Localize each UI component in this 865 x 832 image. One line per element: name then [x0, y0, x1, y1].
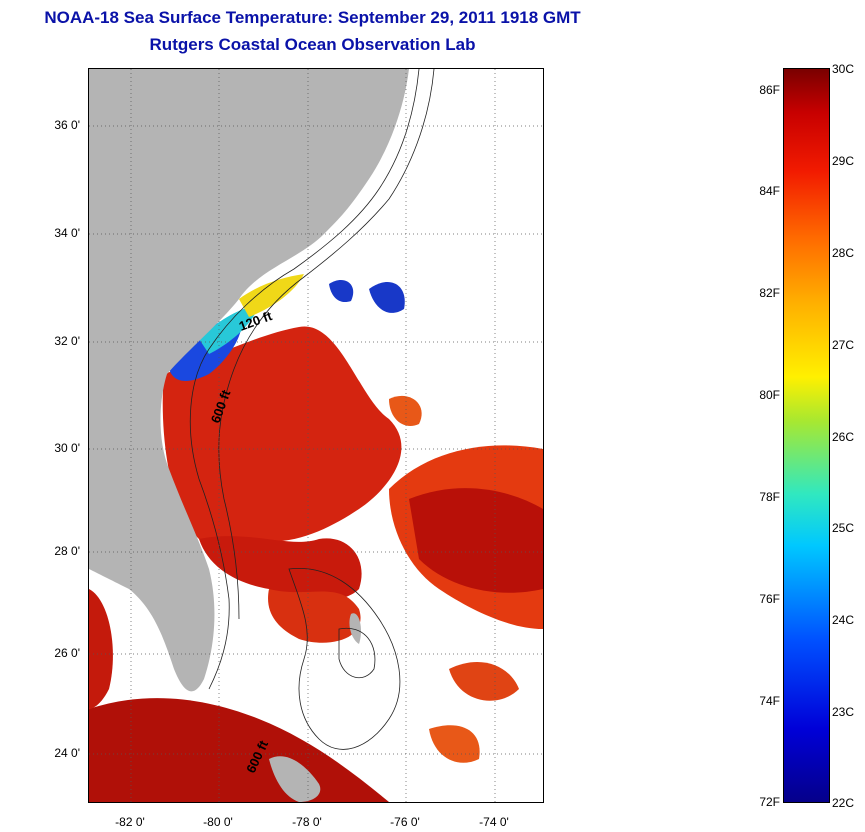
colorbar-f-label: 78F [759, 490, 780, 504]
lat-tick-label: 24 0' [54, 746, 80, 760]
colorbar-f-label: 82F [759, 286, 780, 300]
depth-contours [189, 69, 435, 750]
southern-warm-water [89, 589, 113, 709]
gulf-stream-water [199, 536, 362, 601]
gulf-stream-water [162, 326, 402, 550]
land-layer [89, 69, 409, 802]
colorbar-f-label: 72F [759, 795, 780, 809]
colorbar-f-label: 76F [759, 592, 780, 606]
colorbar-c-label: 24C [832, 613, 855, 627]
lon-tick-label: -76 0' [390, 815, 420, 829]
cuba-land [269, 756, 321, 802]
offshore-cool-patch [329, 280, 354, 303]
colorbar-c-label: 26C [832, 430, 855, 444]
coastal-yellow-water [239, 274, 304, 317]
cuba-shelf-water [268, 589, 361, 643]
colorbar-c-label: 25C [832, 521, 855, 535]
offshore-mixed-patch [389, 395, 422, 427]
colorbar-c-label: 22C [832, 796, 855, 810]
bahamas-contour [288, 567, 401, 750]
lat-tick-label: 30 0' [54, 441, 80, 455]
offshore-cool-patch [369, 281, 405, 313]
map-canvas: 120 ft 600 ft 600 ft [89, 69, 543, 802]
colorbar-c-label: 29C [832, 154, 855, 168]
lat-tick-label: 36 0' [54, 118, 80, 132]
offshore-mixed-patch [429, 725, 480, 763]
lon-tick-label: -78 0' [292, 815, 322, 829]
bahamas-contour [338, 627, 376, 679]
southern-warm-water [89, 698, 389, 802]
lon-tick-label: -82 0' [115, 815, 145, 829]
colorbar-c-label: 27C [832, 338, 855, 352]
lat-tick-label: 26 0' [54, 646, 80, 660]
colorbar-f-label: 86F [759, 83, 780, 97]
lon-tick-label: -80 0' [203, 815, 233, 829]
lon-tick-label: -74 0' [479, 815, 509, 829]
colorbar-f-label: 74F [759, 694, 780, 708]
colorbar-c-label: 28C [832, 246, 855, 260]
lat-tick-label: 28 0' [54, 544, 80, 558]
bahamas-land [349, 613, 362, 644]
depth-contour-120ft [189, 69, 420, 690]
us-east-coast-land [89, 69, 409, 692]
lat-tick-label: 34 0' [54, 226, 80, 240]
colorbar-c-label: 23C [832, 705, 855, 719]
sst-map: 120 ft 600 ft 600 ft [88, 68, 544, 803]
chart-subtitle: Rutgers Coastal Ocean Observation Lab [149, 35, 476, 54]
depth-contour-600ft [218, 69, 435, 620]
colorbar-f-label: 80F [759, 388, 780, 402]
colorbar-c-label: 30C [832, 62, 855, 76]
lat-tick-label: 32 0' [54, 334, 80, 348]
chart-title: NOAA-18 Sea Surface Temperature: Septemb… [44, 8, 581, 27]
temperature-colorbar [783, 68, 830, 803]
colorbar-f-label: 84F [759, 184, 780, 198]
offshore-mixed-patch [449, 661, 519, 701]
offshore-hot-water [409, 488, 543, 593]
